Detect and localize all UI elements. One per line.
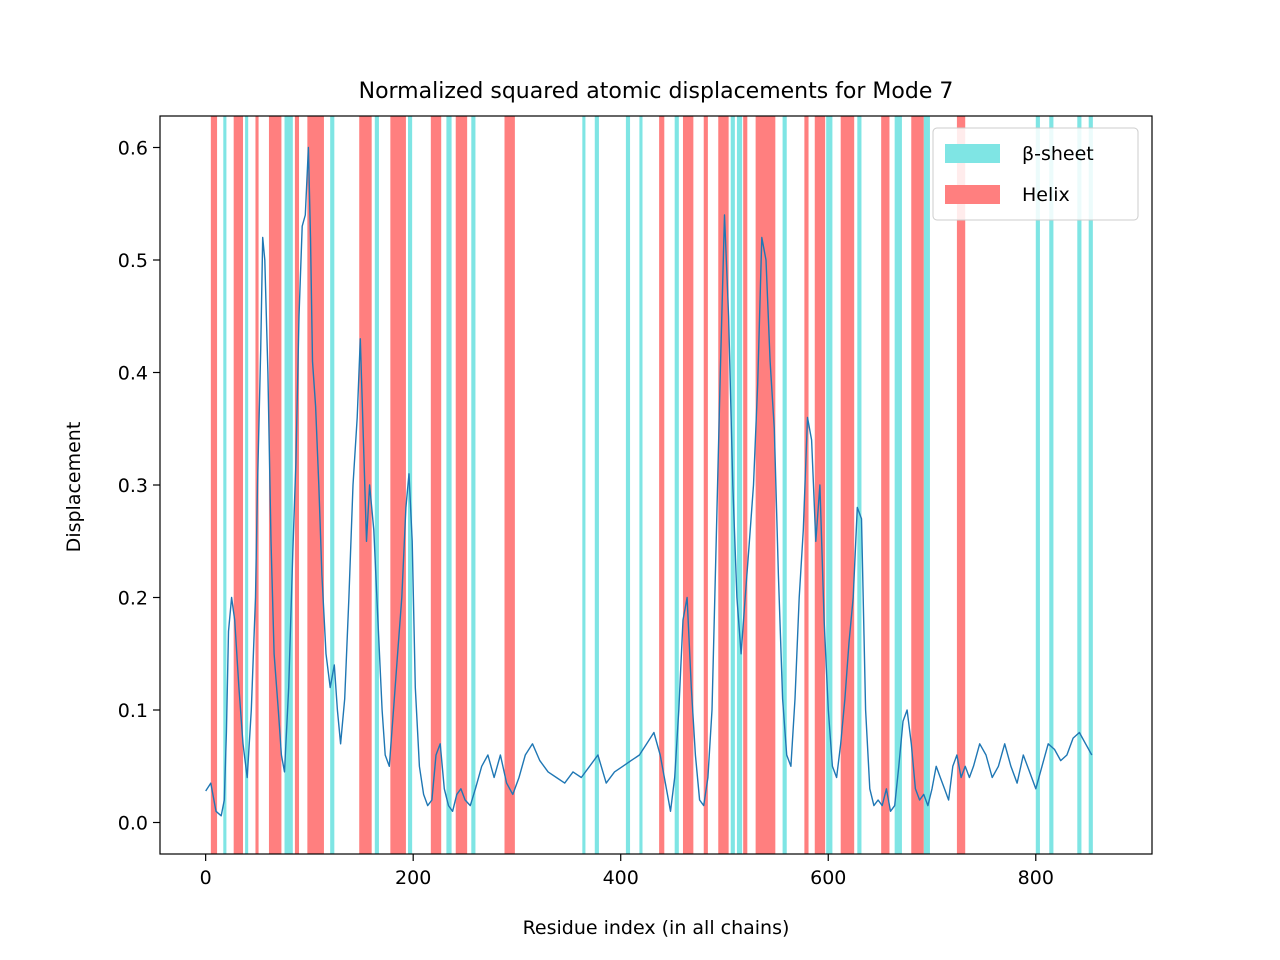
sheet-band-18 <box>894 116 902 854</box>
helix-band-10 <box>504 116 515 854</box>
x-axis-ticks: 0 200 400 600 800 <box>200 854 1054 889</box>
helix-band-17 <box>804 116 809 854</box>
helix-band-15 <box>743 116 748 854</box>
y-axis-label: Displacement <box>63 422 85 553</box>
helix-band-16 <box>755 116 776 854</box>
sheet-band-0 <box>223 116 227 854</box>
helix-band-8 <box>430 116 442 854</box>
sheet-band-4 <box>374 116 379 854</box>
y-axis-ticks: 0.0 0.1 0.2 0.3 0.4 0.5 0.6 <box>118 138 160 835</box>
x-tick-label-3: 600 <box>810 867 846 889</box>
helix-band-4 <box>294 116 300 854</box>
helix-band-22 <box>956 116 966 854</box>
helix-band-7 <box>390 116 406 854</box>
sheet-band-3 <box>330 116 335 854</box>
sheet-band-16 <box>826 116 833 854</box>
legend-box <box>932 127 1139 221</box>
y-tick-label-0: 0.0 <box>118 813 148 835</box>
sheet-band-12 <box>674 116 679 854</box>
sheet-band-7 <box>471 116 476 854</box>
legend-swatch-sheet <box>945 144 1000 163</box>
sheet-band-17 <box>857 116 862 854</box>
sheet-band-8 <box>582 116 586 854</box>
helix-band-0 <box>210 116 218 854</box>
sheet-band-21 <box>1049 116 1054 854</box>
sheet-band-9 <box>594 116 599 854</box>
helix-band-3 <box>268 116 282 854</box>
y-tick-label-4: 0.4 <box>118 363 148 385</box>
helix-band-19 <box>840 116 855 854</box>
helix-band-14 <box>718 116 729 854</box>
line-layer <box>205 146 1093 817</box>
y-tick-label-5: 0.5 <box>118 250 148 272</box>
sheet-band-20 <box>1035 116 1040 854</box>
helix-band-1 <box>233 116 244 854</box>
legend-label-helix: Helix <box>1022 184 1070 206</box>
sheet-band-10 <box>625 116 631 854</box>
sheet-band-15 <box>782 116 787 854</box>
sheet-band-14 <box>736 116 743 854</box>
sheet-band-22 <box>1077 116 1082 854</box>
x-tick-label-1: 200 <box>395 867 431 889</box>
helix-band-12 <box>682 116 694 854</box>
helix-band-21 <box>911 116 924 854</box>
sheet-band-23 <box>1088 116 1093 854</box>
helix-band-13 <box>703 116 708 854</box>
helix-band-11 <box>659 116 665 854</box>
legend: β-sheet Helix <box>932 127 1139 221</box>
y-tick-label-2: 0.2 <box>118 588 148 610</box>
x-tick-label-0: 0 <box>200 867 212 889</box>
series-line-0 <box>205 146 1093 817</box>
secondary-structure-bands <box>210 116 1093 854</box>
x-tick-label-4: 800 <box>1018 867 1054 889</box>
sheet-band-2 <box>284 116 293 854</box>
helix-band-20 <box>881 116 890 854</box>
x-axis-label: Residue index (in all chains) <box>523 917 790 939</box>
sheet-band-19 <box>923 116 930 854</box>
legend-swatch-helix <box>945 185 1000 204</box>
sheet-band-1 <box>245 116 249 854</box>
y-tick-label-6: 0.6 <box>118 138 148 160</box>
sheet-band-6 <box>446 116 452 854</box>
legend-label-sheet: β-sheet <box>1022 143 1094 165</box>
chart-title: Normalized squared atomic displacements … <box>359 79 954 104</box>
y-tick-label-1: 0.1 <box>118 700 148 722</box>
x-tick-label-2: 400 <box>603 867 639 889</box>
y-tick-label-3: 0.3 <box>118 475 148 497</box>
sheet-band-11 <box>639 116 643 854</box>
helix-band-9 <box>455 116 468 854</box>
